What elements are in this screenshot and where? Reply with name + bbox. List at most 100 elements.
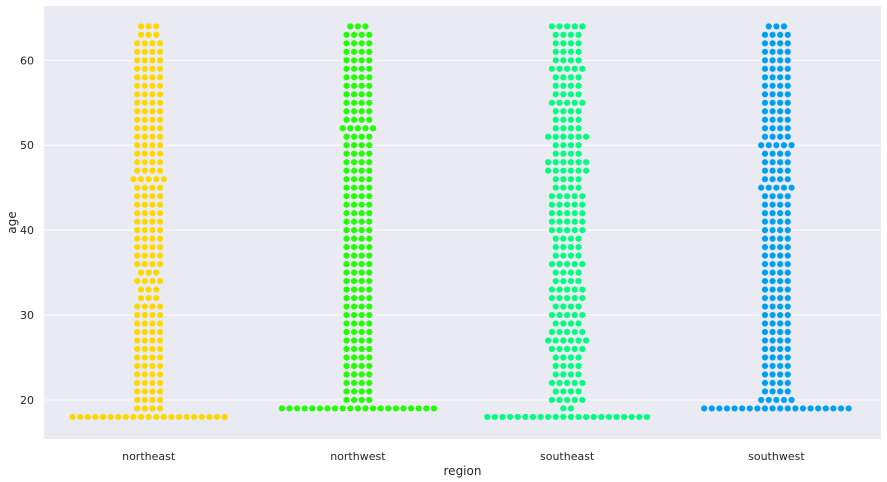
- data-point: [343, 371, 350, 378]
- data-point: [350, 218, 358, 225]
- data-point: [366, 150, 373, 157]
- data-point: [605, 413, 613, 421]
- data-point: [761, 303, 769, 310]
- data-point: [761, 150, 769, 157]
- data-point: [160, 176, 167, 183]
- data-point: [575, 371, 582, 378]
- data-point: [777, 65, 784, 72]
- data-point: [366, 244, 373, 251]
- data-point: [548, 201, 556, 208]
- data-point: [579, 286, 586, 293]
- data-point: [575, 337, 582, 344]
- data-point: [784, 235, 791, 242]
- data-point: [350, 379, 358, 387]
- data-point: [350, 371, 358, 378]
- data-point: [156, 82, 164, 89]
- data-point: [564, 99, 571, 106]
- data-point: [552, 354, 559, 361]
- data-point: [564, 294, 571, 302]
- data-point: [560, 125, 567, 132]
- data-point: [556, 227, 563, 234]
- data-point: [552, 48, 559, 55]
- data-point: [579, 210, 586, 217]
- data-point: [149, 354, 156, 361]
- data-point: [156, 345, 164, 353]
- data-point: [134, 379, 141, 387]
- data-point: [761, 388, 769, 395]
- data-point: [761, 269, 769, 276]
- data-point: [358, 261, 365, 268]
- data-point: [761, 345, 769, 353]
- data-point: [134, 396, 141, 404]
- data-point: [141, 133, 148, 140]
- data-point: [579, 261, 586, 268]
- data-point: [343, 294, 350, 302]
- data-point: [773, 396, 780, 404]
- data-point: [400, 405, 407, 412]
- data-point: [149, 311, 156, 319]
- data-point: [343, 210, 350, 217]
- data-point: [765, 396, 772, 404]
- data-point: [347, 405, 354, 412]
- data-point: [153, 286, 160, 293]
- data-point: [598, 413, 605, 421]
- data-point: [777, 99, 784, 106]
- data-point: [156, 65, 164, 72]
- data-point: [552, 413, 559, 421]
- data-point: [358, 227, 365, 234]
- data-point: [556, 65, 563, 72]
- data-point: [153, 413, 160, 421]
- series-southwest: [701, 23, 852, 412]
- data-point: [499, 413, 506, 421]
- data-point: [149, 142, 156, 149]
- data-point: [552, 388, 559, 395]
- data-point: [149, 184, 156, 191]
- data-point: [769, 388, 776, 395]
- data-point: [134, 371, 141, 378]
- data-point: [156, 379, 164, 387]
- data-point: [134, 48, 141, 55]
- data-point: [560, 184, 567, 191]
- data-point: [366, 320, 373, 327]
- data-point: [343, 108, 350, 115]
- data-point: [567, 371, 575, 378]
- y-tick-label: 50: [20, 139, 34, 152]
- data-point: [579, 379, 586, 387]
- data-point: [343, 150, 350, 157]
- data-point: [350, 337, 358, 344]
- data-point: [564, 396, 571, 404]
- data-point: [134, 133, 141, 140]
- data-point: [358, 74, 365, 81]
- data-point: [149, 235, 156, 242]
- data-point: [134, 277, 141, 285]
- data-point: [350, 48, 358, 55]
- x-tick-labels: northeast northwest southeast southwest: [122, 450, 805, 463]
- data-point: [366, 116, 373, 123]
- data-point: [560, 337, 567, 344]
- data-point: [548, 261, 556, 268]
- data-point: [761, 133, 769, 140]
- data-point: [560, 371, 567, 378]
- data-point: [837, 405, 845, 412]
- data-point: [560, 40, 567, 47]
- data-point: [134, 218, 141, 225]
- data-point: [134, 82, 141, 89]
- data-point: [560, 150, 567, 157]
- data-point: [141, 320, 148, 327]
- data-point: [350, 91, 358, 98]
- data-point: [343, 48, 350, 55]
- data-point: [343, 345, 350, 353]
- data-point: [149, 210, 156, 217]
- data-point: [358, 294, 365, 302]
- data-point: [149, 362, 156, 370]
- data-point: [564, 193, 571, 200]
- data-point: [366, 396, 373, 404]
- data-point: [141, 277, 148, 285]
- data-point: [769, 252, 776, 259]
- data-point: [784, 74, 791, 81]
- data-point: [343, 277, 350, 285]
- data-point: [761, 65, 769, 72]
- data-point: [769, 99, 776, 106]
- data-point: [777, 294, 784, 302]
